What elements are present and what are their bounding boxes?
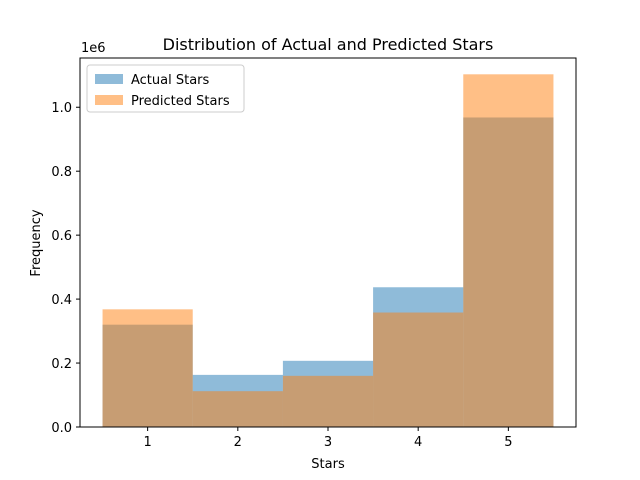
legend-box <box>86 64 245 113</box>
x-tick-label: 3 <box>324 435 332 450</box>
y-tick-label: 0.6 <box>51 229 72 244</box>
x-tick-label: 2 <box>234 435 242 450</box>
y-axis-title: Frequency <box>29 209 44 276</box>
legend-label-actual: Actual Stars <box>131 73 210 88</box>
axes-layer: 1 2 3 4 5 0.0 0.2 0.4 0.6 0.8 1.0 <box>51 57 577 450</box>
x-tick-label: 4 <box>414 435 422 450</box>
x-tick-label: 1 <box>143 435 151 450</box>
bar-predicted-2 <box>192 391 283 427</box>
y-tick-label: 0.0 <box>51 421 72 436</box>
y-tick-label: 0.4 <box>51 293 72 308</box>
y-scale-offset-label: 1e6 <box>81 41 106 56</box>
legend-swatch-actual <box>95 74 123 84</box>
bars-layer <box>102 74 554 428</box>
bar-predicted-4 <box>373 312 464 427</box>
legend-swatch-predicted <box>95 95 123 105</box>
x-tick-label: 5 <box>504 435 512 450</box>
bar-predicted-3 <box>282 375 374 427</box>
bar-predicted-1 <box>102 309 193 427</box>
y-tick-label: 0.2 <box>51 357 72 372</box>
bar-predicted-5 <box>463 74 554 428</box>
y-tick-label: 1.0 <box>51 101 72 116</box>
x-axis-title: Stars <box>311 457 345 472</box>
y-tick-label: 0.8 <box>51 165 72 180</box>
legend: Actual Stars Predicted Stars <box>86 64 245 113</box>
chart-title: Distribution of Actual and Predicted Sta… <box>163 35 494 54</box>
legend-label-predicted: Predicted Stars <box>131 94 230 109</box>
